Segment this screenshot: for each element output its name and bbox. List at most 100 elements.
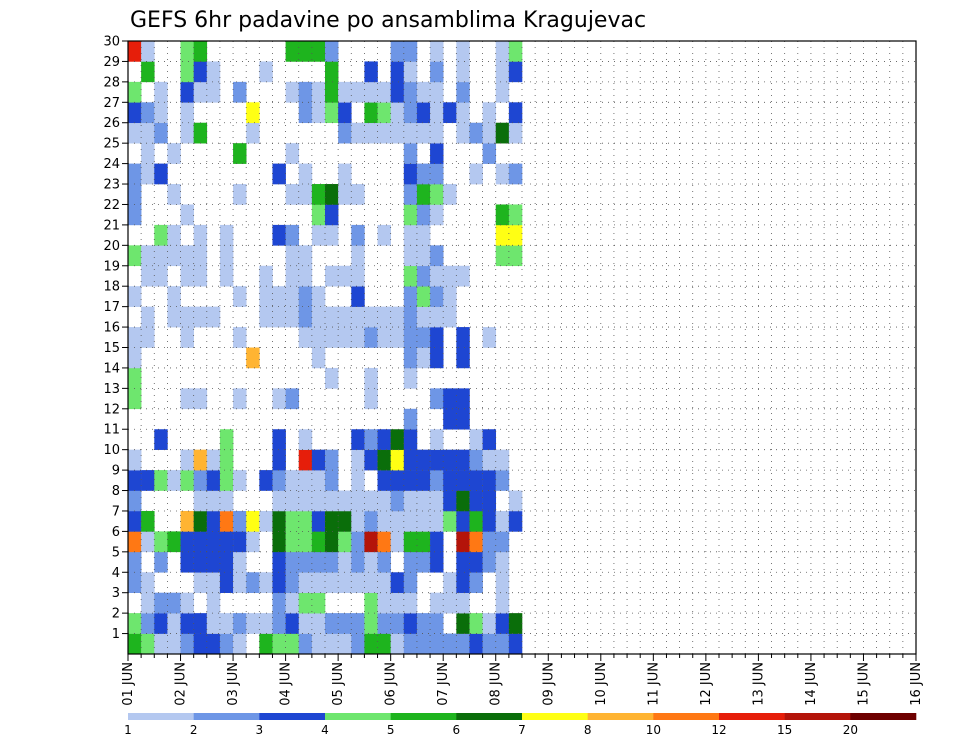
heatmap-cell [180,306,194,328]
heatmap-cell [430,163,444,185]
heatmap-cell [219,224,234,246]
heatmap-cell [180,388,194,410]
heatmap-cell [377,327,391,348]
heatmap-cell [233,613,247,634]
y-tick-label: 17 [103,300,120,315]
heatmap-cell [456,122,470,144]
heatmap-cell [364,551,378,573]
heatmap-cell [338,572,352,593]
heatmap-cell [495,572,510,593]
heatmap-cell [193,41,208,62]
heatmap-cell [193,551,208,573]
y-tick-label: 20 [103,239,120,254]
heatmap-cell [508,122,523,144]
heatmap-cell [272,551,286,573]
heatmap-cell [154,613,168,634]
heatmap-cell [338,81,352,103]
y-tick-label: 21 [103,218,120,233]
heatmap-cell [219,490,234,512]
heatmap-cell [416,347,431,369]
heatmap-cell [285,592,300,614]
heatmap-cell [377,81,391,103]
heatmap-cell [403,61,418,83]
heatmap-cell [180,265,194,287]
y-tick-label: 2 [112,607,120,622]
heatmap-cell [128,449,142,471]
heatmap-cell [443,572,457,593]
x-tick-label: 14 JUN [804,662,819,706]
heatmap-cell [416,551,431,573]
heatmap-cell [403,184,418,205]
heatmap-cell [154,224,168,246]
heatmap-cell [377,551,391,573]
heatmap-cell [443,592,457,614]
legend-swatch [390,713,457,720]
heatmap-cell [272,490,286,512]
heatmap-cell [219,572,234,593]
heatmap-cell [416,204,431,226]
heatmap-cell [390,613,405,634]
heatmap-cell [416,306,431,328]
heatmap-cell [351,429,365,450]
heatmap-cell [351,490,365,512]
heatmap-cell [154,102,168,124]
heatmap-cell [246,122,260,144]
heatmap-cell [154,163,168,185]
y-tick-label: 13 [103,382,120,397]
heatmap-cell [285,490,300,512]
heatmap-cell [416,327,431,348]
heatmap-cell [430,592,444,614]
heatmap-cell [495,470,510,491]
heatmap-cell [128,510,142,532]
heatmap-cell [233,633,247,655]
heatmap-cell [193,265,208,287]
heatmap-cell [338,613,352,634]
heatmap-cell [259,633,273,655]
heatmap-cell [443,633,457,655]
heatmap-cell [338,531,352,553]
heatmap-cell [469,470,483,491]
legend-tick-label: 20 [843,723,858,737]
heatmap-cell [351,633,365,655]
heatmap-cell [141,143,155,164]
heatmap-cell [351,470,365,491]
heatmap-cell [351,122,365,144]
heatmap-cell [456,102,470,124]
heatmap-cell [167,306,181,328]
heatmap-cell [128,572,142,593]
heatmap-cell [154,122,168,144]
heatmap-cell [325,184,339,205]
heatmap-cell [403,429,418,450]
heatmap-cell [338,327,352,348]
heatmap-cell [443,102,457,124]
heatmap-cell [233,510,247,532]
heatmap-cell [482,510,497,532]
heatmap-cell [298,592,313,614]
heatmap-cell [364,449,378,471]
heatmap-cell [154,551,168,573]
heatmap-cell [154,429,168,450]
heatmap-cell [338,510,352,532]
y-tick-label: 5 [112,545,120,560]
x-tick-label: 01 JUN [121,662,136,706]
heatmap-cell [193,61,208,83]
heatmap-cell [469,429,483,450]
heatmap-cell [141,470,155,491]
heatmap-cell [246,102,260,124]
heatmap-cell [272,633,286,655]
heatmap-cell [325,551,339,573]
heatmap-cell [298,531,313,553]
heatmap-cell [180,470,194,491]
heatmap-cell [285,470,300,491]
y-tick-label: 16 [103,321,120,336]
heatmap-cell [325,327,339,348]
heatmap-cell [390,81,405,103]
heatmap-cell [351,184,365,205]
heatmap-cell [141,102,155,124]
heatmap-cell [128,41,142,62]
heatmap-cell [495,633,510,655]
heatmap-cell [219,633,234,655]
heatmap-cell [456,470,470,491]
heatmap-cell [298,470,313,491]
heatmap-cell [403,531,418,553]
